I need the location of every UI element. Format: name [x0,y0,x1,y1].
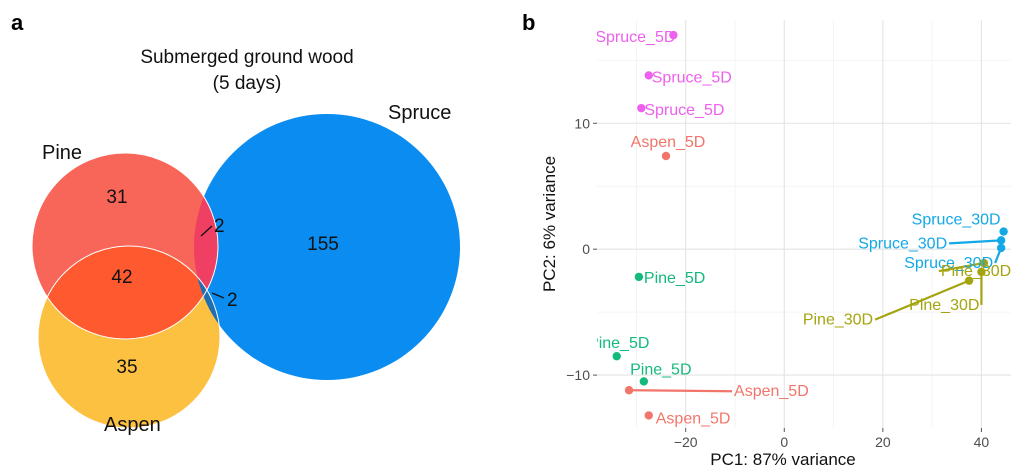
point-labels: Spruce_5D Spruce_5D Spruce_5D Aspen_5D Pine_… [588,29,1011,427]
plot-panel-background [597,20,1011,428]
label-leader-line [938,261,985,273]
venn-set-label-spruce: Spruce [388,102,451,124]
data-point [661,151,671,161]
y-tick-label: −10 [566,367,590,383]
data-point [996,236,1006,245]
venn-count-pine-aspen: 42 [111,267,132,288]
point-label: Pine_30D [803,312,873,329]
data-point [637,103,646,113]
venn-count-pine-only: 31 [106,187,127,208]
gridlines [597,20,1011,428]
panel-a-letter: a [11,10,24,35]
point-label: Aspen_5D [631,134,706,151]
venn-circle-spruce [194,114,460,380]
data-point [669,30,678,40]
point-label: Spruce_30D [858,235,947,252]
data-point [979,258,989,268]
point-label: Pine_5D [588,335,649,352]
x-tick-label: 20 [875,434,891,450]
venn-count-aspen-spruce: 2 [227,290,238,311]
point-label: Pine_5D [644,270,705,287]
y-tick-label: 10 [574,115,590,131]
data-point [634,272,644,282]
venn-count-spruce-only: 155 [307,234,339,255]
venn-outline-pine [31,152,219,340]
venn-set-label-pine: Pine [42,142,82,164]
venn-outline-aspen [37,245,221,429]
label-leader-line [874,279,970,321]
data-point [996,243,1006,253]
point-label: Spruce_5D [595,29,675,46]
x-tick-label: −20 [674,434,698,450]
x-tick-label: 40 [974,434,990,450]
data-point [639,377,649,386]
point-label: Spruce_30D [904,255,993,272]
label-leader-line [949,239,1002,245]
venn-count-aspen-only: 35 [116,357,137,378]
point-label: Aspen_5D [656,410,731,427]
y-tick-label: 0 [582,241,590,257]
point-label: Aspen_5D [734,383,809,400]
venn-leader-pine-spruce [200,225,213,237]
x-tick-label: 0 [780,434,788,450]
point-label: Spruce_5D [652,69,732,86]
data-point [999,227,1008,236]
point-label: Pine_30D [909,297,979,314]
y-axis-title: PC2: 6% variance [540,156,559,292]
panel-b-letter: b [522,10,535,35]
data-point [977,267,986,277]
venn-count-pine-spruce: 2 [214,216,225,237]
venn-overlap-pine-aspen [38,246,218,339]
x-axis-title: PC1: 87% variance [710,450,856,468]
axis-ticks: −20 0 20 40 −10 0 10 [566,115,989,450]
label-leader-line [629,389,733,393]
data-points [612,30,1008,420]
venn-leader-aspen-spruce [211,292,225,299]
point-label: Pine_30D [941,263,1011,280]
venn-set-label-aspen: Aspen [104,414,161,436]
point-label: Pine_5D [630,361,691,378]
data-point [644,411,653,420]
data-point [964,276,974,285]
data-point [624,386,634,395]
venn-title-line2: (5 days) [213,73,282,94]
data-point [612,352,621,361]
data-point [644,71,653,80]
point-label: Spruce_30D [912,212,1001,229]
point-label: Spruce_5D [644,102,724,119]
venn-title-line1: Submerged ground wood [140,47,353,68]
